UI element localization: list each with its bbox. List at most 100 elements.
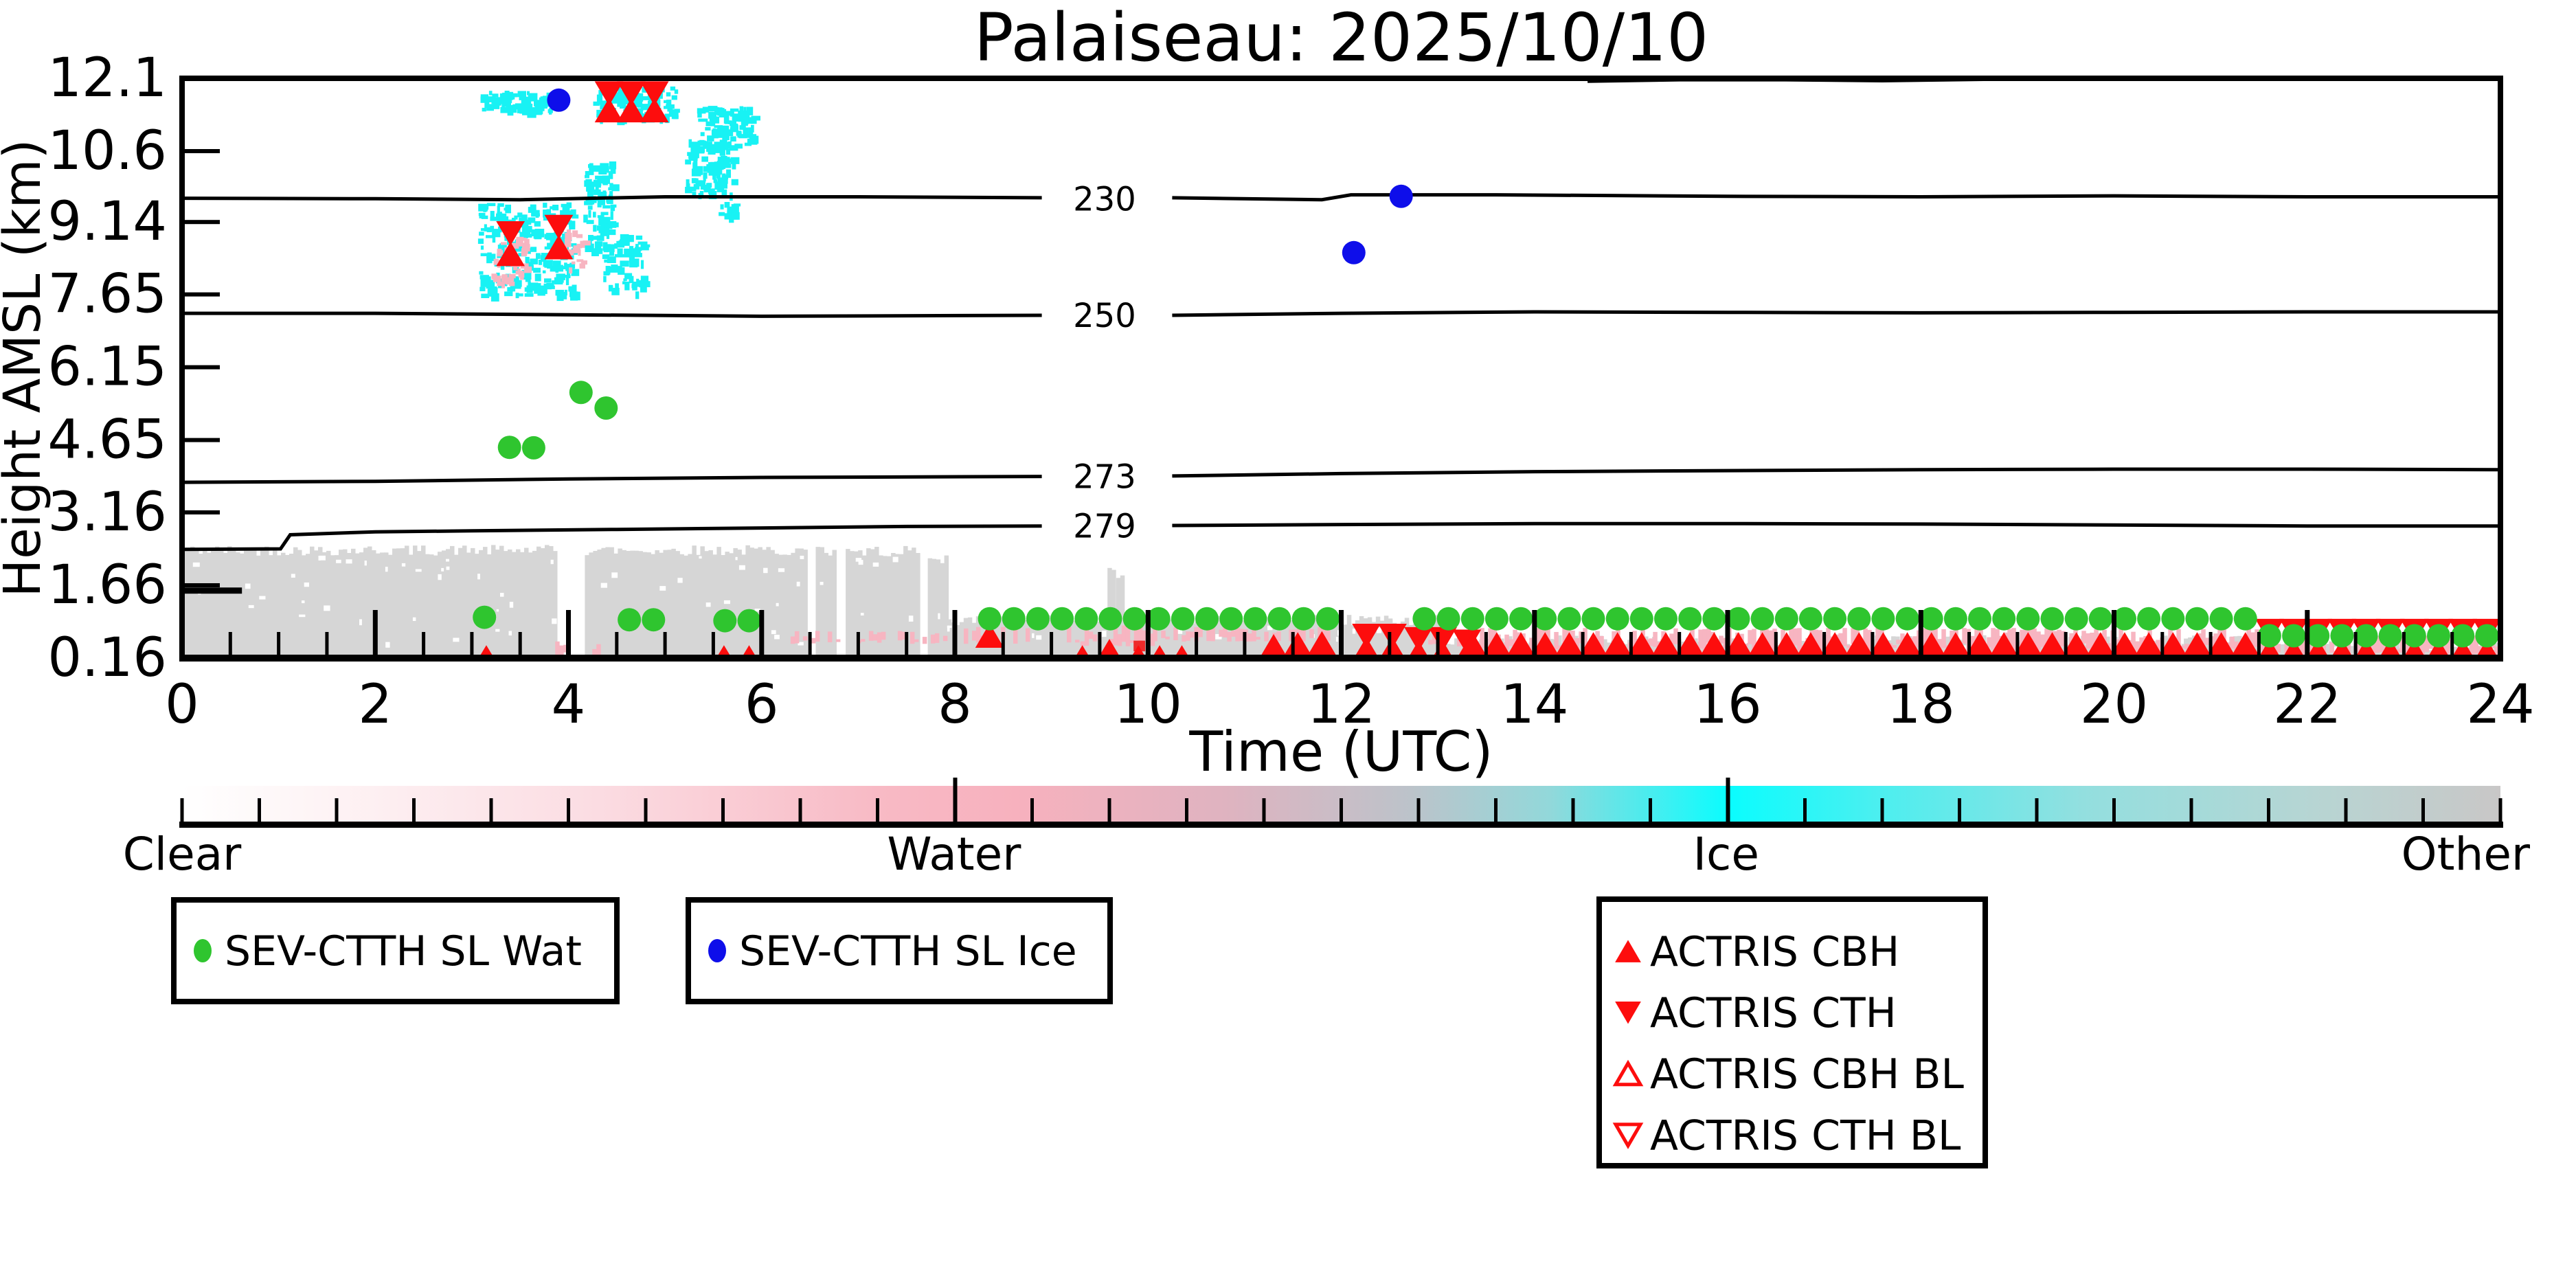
colorbar-tick — [335, 798, 339, 822]
x-major-tick — [179, 610, 185, 658]
sev-ctth-wat-marker — [2475, 624, 2499, 648]
colorbar-axis-line — [179, 822, 2503, 828]
sev-ctth-ice-markers — [547, 88, 1413, 264]
y-tick-label: 1.66 — [47, 554, 167, 616]
x-minor-tick — [470, 632, 474, 658]
sev-ctth-wat-marker — [1943, 607, 1967, 631]
actris-cbh-markers — [478, 98, 2498, 658]
colorbar-tick — [1726, 778, 1730, 822]
x-minor-tick — [1484, 632, 1488, 658]
colorbar-tick — [258, 798, 261, 822]
sev-ctth-wat-marker — [1992, 607, 2016, 631]
y-tick-label: 9.14 — [47, 191, 167, 253]
legend-label: ACTRIS CTH BL — [1650, 1111, 1961, 1160]
colorbar-tick — [2267, 798, 2270, 822]
actris-cbh-marker — [2451, 639, 2474, 658]
x-minor-tick — [277, 632, 281, 658]
sev-ctth-wat-marker — [1026, 607, 1050, 631]
colorbar-label-clear: Clear — [123, 828, 242, 881]
colorbar-tick — [721, 798, 725, 822]
actris-cbh-marker — [1379, 637, 1405, 658]
x-tick-label: 0 — [165, 674, 199, 736]
x-major-tick — [1145, 610, 1151, 658]
sev-ctth-wat-marker — [1098, 607, 1122, 631]
sev-ctth-wat-marker — [1823, 607, 1847, 631]
actris-cbh-marker — [2306, 639, 2329, 658]
y-tick-label: 12.1 — [47, 47, 167, 109]
colorbar-label-other: Other — [2402, 828, 2531, 881]
colorbar-label-water: Water — [887, 828, 1021, 881]
x-axis-label: Time (UTC) — [1188, 720, 1493, 784]
actris-cbh-marker — [1098, 639, 1121, 658]
colorbar-tick — [567, 798, 570, 822]
x-major-tick — [2498, 610, 2503, 658]
contour-label-273: 273 — [1073, 458, 1136, 497]
x-minor-tick — [228, 632, 232, 658]
sev-ctth-wat-marker — [1146, 607, 1171, 631]
colorbar-tick — [1958, 798, 1961, 822]
actris-cbh-marker — [1353, 637, 1379, 658]
x-minor-tick — [1388, 632, 1392, 658]
sev-ctth-wat-marker — [2378, 624, 2402, 648]
x-minor-tick — [905, 632, 909, 658]
sev-ctth-wat-marker — [1436, 607, 1460, 631]
x-minor-tick — [1629, 632, 1633, 658]
contour-line-230 — [1172, 193, 2500, 202]
actris-cbh-marker — [496, 241, 525, 267]
y-tick — [182, 438, 220, 442]
sev-ctth-wat-marker — [1243, 607, 1267, 631]
sev-ctth-wat-marker — [1509, 607, 1533, 631]
sev-ctth-wat-marker — [1484, 607, 1509, 631]
sev-ctth-wat-marker — [2330, 624, 2354, 648]
contour-line-250 — [182, 311, 1042, 318]
colorbar-tick — [1494, 798, 1498, 822]
colorbar-tick — [1107, 798, 1111, 822]
colorbar-tick — [953, 778, 958, 822]
y-tick — [182, 220, 220, 225]
actris-cbh-marker — [2403, 639, 2426, 658]
sev-ctth-wat-marker — [2040, 607, 2064, 631]
sev-ctth-wat-marker — [2161, 607, 2185, 631]
actris-cbh-marker — [2282, 639, 2305, 658]
x-major-tick — [1918, 610, 1923, 658]
x-tick-label: 16 — [1693, 674, 1761, 736]
sev-ctth-wat-marker — [473, 605, 497, 629]
sev-ctth-wat-marker — [1654, 607, 1677, 631]
y-tick — [182, 365, 220, 370]
actris-cbh-marker — [2427, 639, 2450, 658]
plot-area: 230 250 273 279 — [182, 78, 2500, 658]
colorbar-tick — [644, 798, 648, 822]
x-minor-tick — [615, 632, 619, 658]
actris-cbh-marker — [640, 98, 669, 123]
actris-cbh-marker — [2355, 639, 2377, 658]
sev-ctth-wat-marker — [1412, 607, 1436, 631]
actris-cbh-marker — [544, 235, 574, 260]
x-minor-tick — [808, 632, 812, 658]
sev-ctth-wat-marker — [1460, 607, 1484, 631]
sev-ctth-wat-marker — [2137, 607, 2161, 631]
sev-ctth-wat-marker — [2427, 624, 2450, 648]
sev-ctth-wat-marker — [1774, 607, 1798, 631]
x-tick-label: 8 — [938, 674, 972, 736]
sev-ctth-wat-marker — [2016, 607, 2040, 631]
colorbar-tick — [1262, 798, 1266, 822]
actris-cth-marker — [640, 81, 669, 106]
x-tick-label: 10 — [1114, 674, 1182, 736]
x-minor-tick — [2402, 632, 2406, 658]
sev-ctth-wat-marker — [1557, 607, 1581, 631]
x-tick-label: 12 — [1307, 674, 1375, 736]
sev-ctth-wat-marker — [1895, 607, 1919, 631]
y-tick — [182, 292, 220, 297]
colorbar-tick — [1880, 798, 1884, 822]
colorbar-tick — [2344, 798, 2348, 822]
x-minor-tick — [663, 632, 667, 658]
x-minor-tick — [1871, 632, 1875, 658]
x-minor-tick — [1436, 632, 1440, 658]
x-tick-label: 6 — [745, 674, 779, 736]
actris-cth-marker — [594, 81, 624, 106]
x-minor-tick — [325, 632, 329, 658]
colorbar-tick — [1416, 798, 1421, 822]
contour-line-273 — [182, 475, 1042, 484]
actris-cbh-marker — [1259, 634, 1288, 658]
x-tick-label: 4 — [552, 674, 586, 736]
